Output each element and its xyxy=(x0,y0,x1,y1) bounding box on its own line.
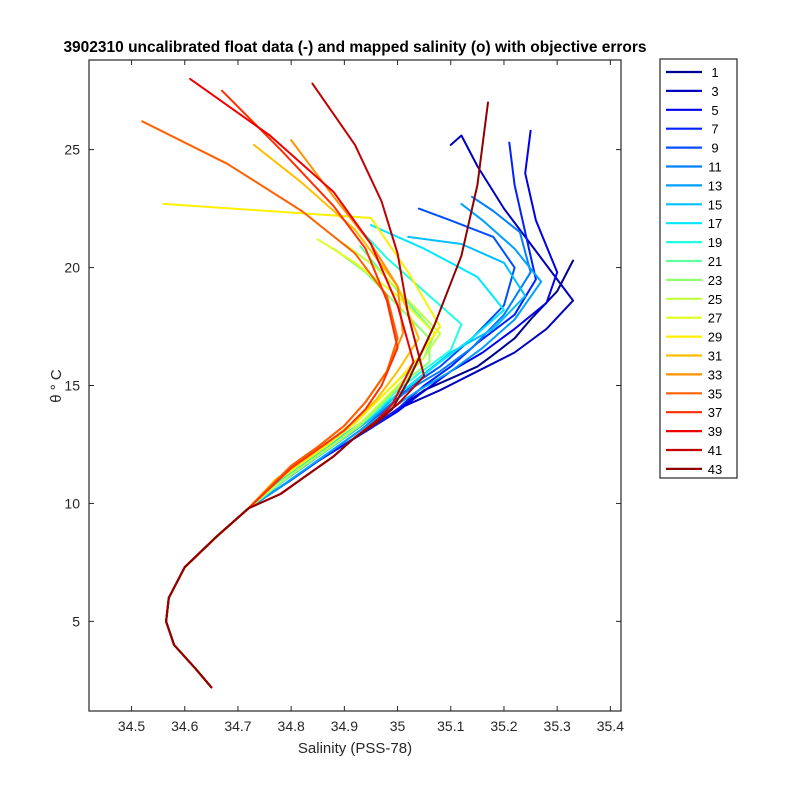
x-axis-ticks: 34.5 34.6 34.7 34.8 34.9 35 35.1 35.2 35.3 35.4 xyxy=(118,60,624,734)
y-tick-label: 25 xyxy=(64,142,80,158)
legend-label: 13 xyxy=(708,178,722,193)
legend-label: 21 xyxy=(708,254,722,269)
legend-label: 15 xyxy=(708,197,722,212)
x-tick-label: 35.2 xyxy=(490,718,517,734)
y-tick-label: 15 xyxy=(64,378,80,394)
legend-label: 41 xyxy=(708,443,722,458)
legend-label: 43 xyxy=(708,462,722,477)
x-tick-label: 34.6 xyxy=(171,718,198,734)
y-tick-label: 5 xyxy=(72,613,80,629)
x-tick-label: 34.9 xyxy=(331,718,358,734)
legend-label: 9 xyxy=(711,141,718,156)
legend-label: 3 xyxy=(711,84,718,99)
y-axis-ticks: 5 10 15 20 25 xyxy=(64,142,621,629)
legend-label: 27 xyxy=(708,311,722,326)
legend-label: 1 xyxy=(711,65,718,80)
legend-label: 35 xyxy=(708,386,722,401)
legend-label: 17 xyxy=(708,216,722,231)
plot-area xyxy=(89,60,621,711)
chart-title: 3902310 uncalibrated float data (-) and … xyxy=(63,39,646,56)
x-tick-label: 35.4 xyxy=(597,718,624,734)
legend-label: 25 xyxy=(708,292,722,307)
legend-label: 33 xyxy=(708,367,722,382)
legend-label: 19 xyxy=(708,235,722,250)
legend-label: 7 xyxy=(711,122,718,137)
legend-label: 39 xyxy=(708,424,722,439)
legend-label: 37 xyxy=(708,405,722,420)
series-line-43 xyxy=(165,101,489,689)
y-tick-label: 20 xyxy=(64,260,80,276)
y-axis-label: θ ° C xyxy=(48,369,65,403)
legend-label: 5 xyxy=(711,103,718,118)
legend-label: 11 xyxy=(708,160,722,175)
x-tick-label: 34.8 xyxy=(278,718,305,734)
series-group xyxy=(141,77,575,689)
legend-label: 31 xyxy=(708,349,722,364)
x-tick-label: 34.5 xyxy=(118,718,145,734)
x-axis-label: Salinity (PSS-78) xyxy=(298,740,412,757)
legend-label: 29 xyxy=(708,330,722,345)
legend-box xyxy=(659,58,738,479)
x-tick-label: 35.1 xyxy=(437,718,464,734)
x-tick-label: 34.7 xyxy=(224,718,251,734)
x-tick-label: 35.3 xyxy=(544,718,571,734)
y-tick-label: 10 xyxy=(64,495,80,511)
axes-box xyxy=(88,59,622,712)
legend-label: 23 xyxy=(708,273,722,288)
x-tick-label: 35 xyxy=(390,718,406,734)
